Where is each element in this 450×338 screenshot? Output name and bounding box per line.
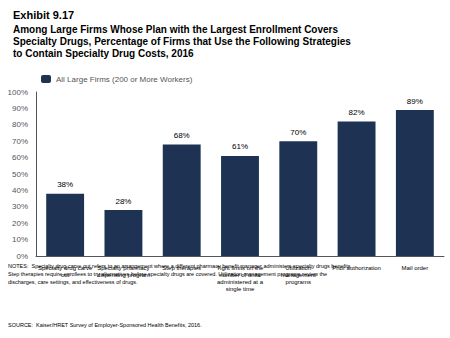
svg-text:70%: 70% — [290, 128, 306, 137]
svg-text:68%: 68% — [174, 131, 190, 140]
svg-text:38%: 38% — [57, 180, 73, 189]
svg-text:Step therapies require enrolle: Step therapies require enrollees to try … — [8, 271, 327, 277]
svg-text:programs: programs — [286, 279, 311, 285]
svg-text:82%: 82% — [349, 108, 365, 117]
svg-text:management: management — [281, 272, 316, 278]
svg-text:Specialty drug carve: Specialty drug carve — [38, 265, 93, 271]
svg-text:20%: 20% — [12, 219, 28, 228]
svg-text:90%: 90% — [12, 104, 28, 113]
svg-text:SOURCE: Kaiser/HRET Survey of: SOURCE: Kaiser/HRET Survey of Employer-S… — [8, 322, 202, 328]
svg-text:Specialty Drugs, Percentage of: Specialty Drugs, Percentage of Firms tha… — [13, 36, 351, 47]
svg-text:28%: 28% — [115, 197, 131, 206]
svg-text:80%: 80% — [12, 120, 28, 129]
svg-text:30%: 30% — [12, 202, 28, 211]
svg-text:Prior authorization: Prior authorization — [332, 265, 381, 271]
svg-text:to Contain Specialty Drug Cost: to Contain Specialty Drug Costs, 2016 — [13, 48, 194, 59]
svg-text:out: out — [61, 272, 70, 278]
svg-text:0%: 0% — [16, 252, 28, 261]
svg-text:number of units: number of units — [219, 272, 260, 278]
svg-text:Exhibit 9.17: Exhibit 9.17 — [13, 9, 74, 21]
svg-text:70%: 70% — [12, 137, 28, 146]
svg-text:discharges, care settings, and: discharges, care settings, and effective… — [8, 279, 138, 285]
svg-text:Specialty pharmacy: Specialty pharmacy — [97, 265, 149, 271]
svg-text:Step therapies: Step therapies — [162, 265, 201, 271]
svg-text:100%: 100% — [8, 88, 28, 97]
svg-text:50%: 50% — [12, 170, 28, 179]
svg-text:10%: 10% — [12, 235, 28, 244]
svg-text:All Large Firms (200 or More W: All Large Firms (200 or More Workers) — [56, 75, 193, 84]
svg-text:administered at a: administered at a — [217, 279, 264, 285]
svg-text:61%: 61% — [232, 142, 248, 151]
svg-text:Tight limits on the: Tight limits on the — [217, 265, 264, 271]
svg-text:single time: single time — [226, 286, 255, 292]
svg-text:Among Large Firms Whose Plan w: Among Large Firms Whose Plan with the La… — [13, 24, 338, 35]
svg-text:dispensing program: dispensing program — [97, 272, 150, 278]
svg-text:Mail order: Mail order — [402, 265, 429, 271]
svg-text:40%: 40% — [12, 186, 28, 195]
svg-text:Utilization: Utilization — [285, 265, 311, 271]
svg-text:60%: 60% — [12, 153, 28, 162]
svg-text:89%: 89% — [407, 97, 423, 106]
